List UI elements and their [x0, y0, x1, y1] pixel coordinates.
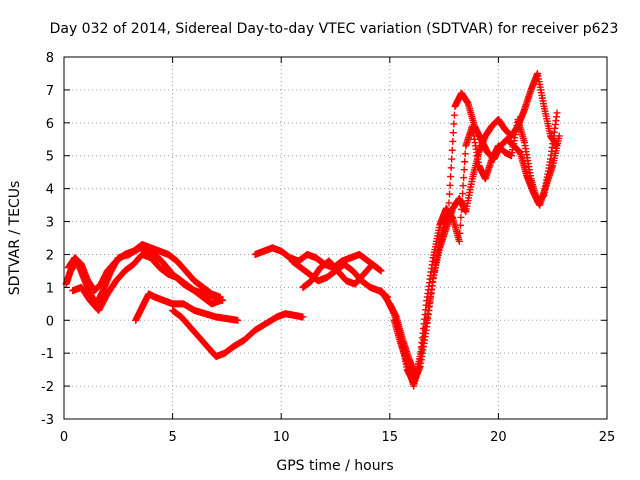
- y-tick-label: 7: [46, 84, 54, 99]
- data-point: [450, 120, 458, 128]
- series-track-h: [299, 257, 385, 291]
- series-track-f: [251, 244, 381, 272]
- series-track-e: [169, 306, 307, 360]
- x-axis-label: GPS time / hours: [276, 458, 393, 474]
- x-tick-label: 15: [382, 430, 399, 445]
- data-point: [446, 190, 454, 198]
- data-point: [461, 150, 469, 158]
- data-point: [446, 181, 454, 189]
- y-axis-label: SDTVAR / TECUs: [7, 181, 23, 296]
- data-point: [447, 164, 455, 172]
- data-point: [455, 237, 463, 245]
- plot-frame: [63, 56, 608, 420]
- data-point: [377, 267, 385, 275]
- data-point: [299, 313, 307, 321]
- x-tick-label: 10: [273, 430, 290, 445]
- series-track-i: [377, 69, 561, 387]
- data-point: [450, 111, 458, 119]
- data-points: [62, 69, 563, 390]
- y-tick-label: 3: [46, 216, 54, 231]
- data-point: [456, 229, 464, 237]
- data-point: [448, 146, 456, 154]
- x-tick-label: 20: [490, 430, 507, 445]
- data-point: [449, 137, 457, 145]
- data-point: [234, 316, 242, 324]
- data-point: [460, 166, 468, 174]
- y-tick-label: 2: [46, 248, 54, 263]
- data-point: [448, 155, 456, 163]
- data-point: [459, 182, 467, 190]
- data-point: [216, 297, 224, 305]
- data-point: [458, 198, 466, 206]
- series-track-k: [390, 109, 561, 390]
- data-point: [447, 173, 455, 181]
- y-tick-label: 1: [46, 281, 54, 296]
- data-point: [445, 199, 453, 207]
- data-point: [459, 190, 467, 198]
- y-tick-label: 8: [46, 51, 54, 66]
- data-point: [553, 109, 561, 117]
- data-point: [456, 221, 464, 229]
- data-point: [460, 174, 468, 182]
- data-point: [457, 205, 465, 213]
- x-tick-label: 0: [60, 430, 68, 445]
- y-tick-label: -1: [41, 347, 54, 362]
- series-track-c: [69, 250, 224, 314]
- x-tick-label: 5: [168, 430, 176, 445]
- y-tick-label: -3: [41, 413, 54, 428]
- data-point: [457, 213, 465, 221]
- y-tick-label: 6: [46, 117, 54, 132]
- y-tick-label: -2: [41, 380, 54, 395]
- y-tick-label: 0: [46, 314, 54, 329]
- series-track-b: [64, 241, 224, 301]
- x-tick-label: 25: [599, 430, 616, 445]
- chart-title: Day 032 of 2014, Sidereal Day-to-day VTE…: [50, 21, 619, 37]
- series-track-g: [288, 257, 392, 301]
- y-tick-label: 5: [46, 150, 54, 165]
- data-point: [461, 158, 469, 166]
- axis-ticks: 0 5 10 15 20 25 -3 -2 -1 0 1 2 3 4 5 6 7 8: [41, 51, 615, 445]
- data-point: [449, 129, 457, 137]
- series-track-d: [132, 290, 242, 324]
- y-tick-label: 4: [46, 183, 54, 198]
